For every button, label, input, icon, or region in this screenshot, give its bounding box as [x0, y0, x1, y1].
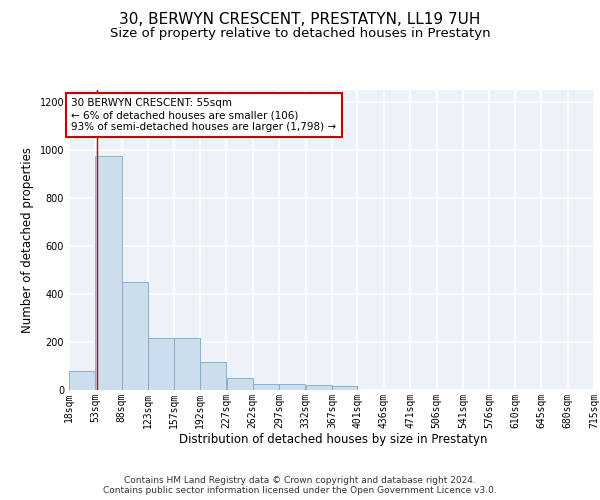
Bar	[148, 338, 173, 390]
Bar	[200, 362, 226, 390]
Bar	[122, 282, 148, 390]
Bar	[69, 371, 95, 390]
Y-axis label: Number of detached properties: Number of detached properties	[21, 147, 34, 333]
Text: Size of property relative to detached houses in Prestatyn: Size of property relative to detached ho…	[110, 28, 490, 40]
Bar	[305, 385, 332, 390]
Bar	[279, 384, 305, 390]
Bar	[95, 156, 122, 390]
Text: 30, BERWYN CRESCENT, PRESTATYN, LL19 7UH: 30, BERWYN CRESCENT, PRESTATYN, LL19 7UH	[119, 12, 481, 28]
Bar	[332, 386, 358, 390]
Text: Contains HM Land Registry data © Crown copyright and database right 2024.
Contai: Contains HM Land Registry data © Crown c…	[103, 476, 497, 495]
Bar	[227, 378, 253, 390]
Bar	[174, 338, 200, 390]
Text: 30 BERWYN CRESCENT: 55sqm
← 6% of detached houses are smaller (106)
93% of semi-: 30 BERWYN CRESCENT: 55sqm ← 6% of detach…	[71, 98, 337, 132]
Bar	[253, 384, 279, 390]
Text: Distribution of detached houses by size in Prestatyn: Distribution of detached houses by size …	[179, 432, 487, 446]
